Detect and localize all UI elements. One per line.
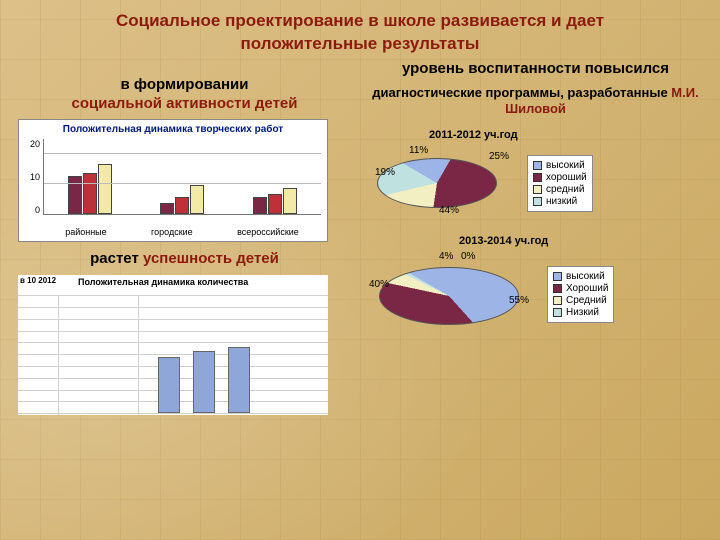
pie2-legend: высокийХорошийСреднийНизкий — [547, 266, 614, 323]
pct-label: 44% — [439, 205, 459, 216]
xtick: районные — [65, 227, 106, 237]
pct-label: 11% — [409, 145, 428, 156]
bar — [160, 203, 174, 215]
xtick: городские — [151, 227, 193, 237]
misc-bar — [158, 357, 180, 413]
bar-chart: Положительная динамика творческих работ … — [18, 119, 328, 242]
legend-item: высокий — [553, 271, 608, 282]
bar — [83, 173, 97, 214]
right-note: диагностические программы, разработанные… — [369, 85, 702, 118]
pie1-block: 11% 25% 19% 44% высокийхорошийсреднийнизкий — [369, 143, 702, 223]
left-column: в формировании социальной активности дет… — [18, 60, 351, 415]
left-heading-red: социальной активности детей — [72, 95, 298, 112]
bar — [190, 185, 204, 215]
pie1-legend: высокийхорошийсреднийнизкий — [527, 155, 593, 212]
legend-item: хороший — [533, 172, 587, 183]
bar — [253, 197, 267, 215]
misc-corner: в 10 2012 — [20, 276, 56, 285]
page-title: Социальное проектирование в школе развив… — [0, 0, 720, 60]
misc-chart: Положительная динамика количества в 10 20… — [18, 275, 328, 415]
pie1: 11% 25% 19% 44% — [369, 143, 519, 223]
right-heading-text: уровень воспитанности повысился — [402, 60, 669, 77]
bar — [283, 188, 297, 215]
bar — [98, 164, 112, 214]
ytick: 0 — [35, 205, 40, 215]
bar — [268, 194, 282, 215]
pct-label: 0% — [461, 251, 475, 262]
pct-label: 4% — [439, 251, 453, 262]
right-heading: уровень воспитанности повысился — [369, 60, 702, 79]
bar — [68, 176, 82, 214]
title-line1: Социальное проектирование в школе развив… — [116, 11, 604, 30]
title-line2: положительные результаты — [241, 34, 480, 53]
right-note-black: диагностические программы, разработанные — [372, 85, 671, 100]
legend-item: высокий — [533, 160, 587, 171]
misc-bar — [228, 347, 250, 413]
bar-plot-area — [43, 139, 321, 215]
left-heading: в формировании социальной активности дет… — [18, 76, 351, 114]
legend-item: низкий — [533, 196, 587, 207]
xtick: всероссийские — [237, 227, 299, 237]
ytick: 10 — [30, 172, 40, 182]
pct-label: 25% — [489, 151, 509, 162]
bar-x-axis: районные городские всероссийские — [19, 227, 327, 241]
bar — [175, 197, 189, 215]
pie-disc — [379, 267, 519, 325]
pie-disc — [377, 158, 497, 208]
legend-item: Средний — [553, 295, 608, 306]
legend-item: Низкий — [553, 307, 608, 318]
bar-chart-title: Положительная динамика творческих работ — [19, 120, 327, 137]
pie1-year: 2011-2012 уч.год — [429, 129, 702, 141]
pie2-block: 4% 0% 40% 55% высокийХорошийСреднийНизкий — [369, 249, 702, 339]
pie2: 4% 0% 40% 55% — [369, 249, 539, 339]
misc-title: Положительная динамика количества — [78, 277, 248, 287]
success-line: растет успешность детей — [18, 250, 351, 269]
bar-y-axis: 20 10 0 — [19, 137, 43, 227]
ytick: 20 — [30, 139, 40, 149]
left-heading-black: в формировании — [121, 76, 249, 93]
pct-label: 40% — [369, 279, 389, 290]
pct-label: 19% — [375, 167, 395, 178]
right-column: уровень воспитанности повысился диагност… — [369, 60, 702, 415]
legend-item: Хороший — [553, 283, 608, 294]
misc-bar — [193, 351, 215, 413]
pct-label: 55% — [509, 295, 529, 306]
legend-item: средний — [533, 184, 587, 195]
success-black: растет — [90, 250, 143, 267]
success-red: успешность детей — [143, 250, 279, 267]
pie2-year: 2013-2014 уч.год — [459, 235, 702, 247]
